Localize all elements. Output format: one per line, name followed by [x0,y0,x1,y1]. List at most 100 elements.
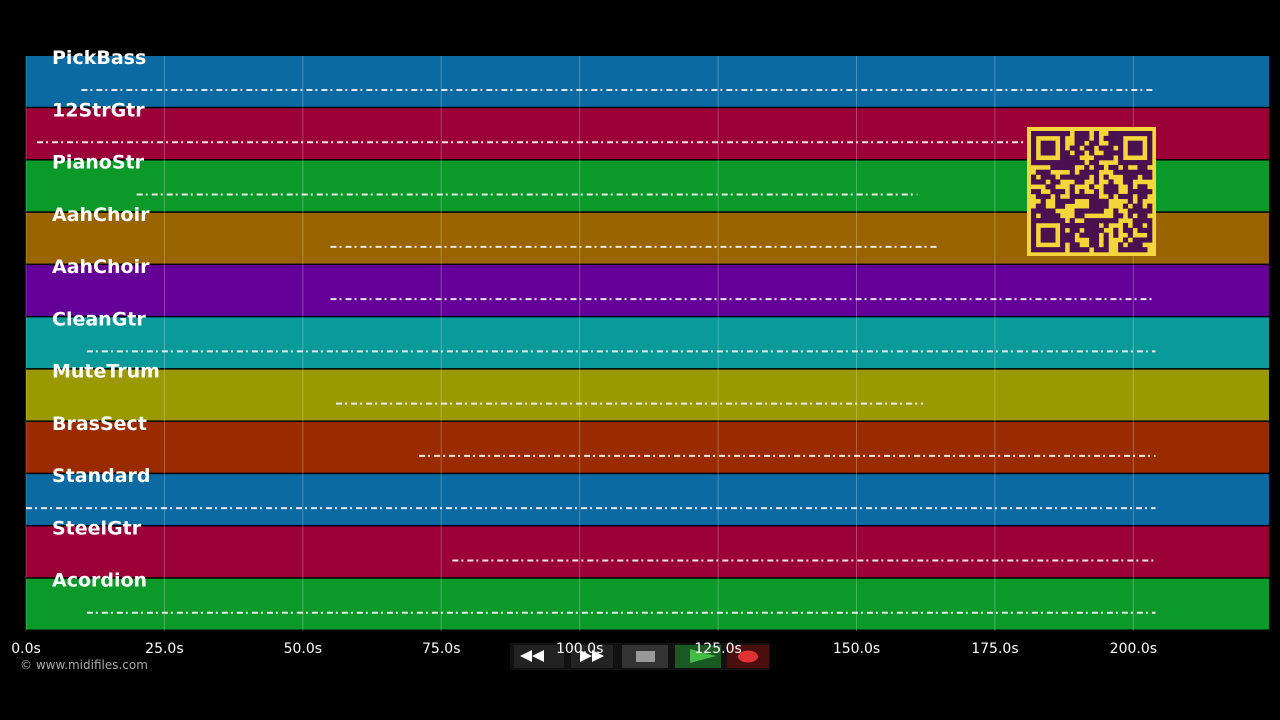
qr-module [1084,222,1090,229]
qr-module [1132,208,1138,214]
track-lane [26,578,1269,630]
play-button[interactable] [675,645,721,668]
qr-module [1064,232,1071,238]
qr-module [1074,160,1080,166]
qr-module [1089,242,1095,248]
qr-module [1122,222,1129,229]
qr-module [1103,155,1109,161]
qr-module [1122,174,1129,180]
qr-module [1074,179,1080,185]
qr-module [1089,232,1095,238]
qr-module [1113,208,1119,214]
qr-module [1108,164,1114,171]
qr-module [1137,222,1143,229]
qr-module [1103,184,1109,190]
qr-module [1064,164,1071,171]
qr-module [1093,193,1100,200]
qr-module [1035,179,1041,185]
qr-module [1060,189,1066,195]
qr-module [1098,198,1104,204]
qr-module [1137,164,1143,171]
qr-module [1035,218,1041,224]
record-button[interactable] [727,645,769,668]
track-name: MuteTrum [52,361,160,383]
qr-module [1035,193,1041,200]
stop-button[interactable] [622,645,668,668]
qr-module [1127,247,1133,253]
qr-module [1093,179,1100,185]
qr-module [1074,174,1080,180]
qr-module [1093,203,1100,209]
qr-module [1055,193,1061,200]
qr-module [1113,189,1119,195]
qr-module [1127,131,1133,137]
qr-module [1108,189,1114,195]
qr-module [1127,208,1133,214]
qr-module [1098,218,1104,224]
qr-module [1060,227,1066,233]
forward-button[interactable] [571,645,613,668]
qr-module [1045,237,1051,243]
qr-module [1127,179,1133,185]
qr-module [1069,189,1075,195]
rewind-button[interactable] [514,645,564,668]
qr-module [1060,174,1066,180]
qr-module [1132,140,1138,146]
qr-module [1074,150,1080,156]
qr-module [1060,232,1066,238]
qr-module [1040,145,1046,151]
qr-module [1064,237,1071,243]
qr-module [1035,247,1041,253]
qr-module [1031,232,1037,238]
track-name: AahChoir [52,204,150,226]
qr-module [1069,237,1075,243]
qr-module [1040,203,1046,209]
qr-module [1040,218,1046,224]
qr-module [1098,203,1104,209]
qr-module [1050,160,1056,166]
qr-module [1045,150,1051,156]
qr-module [1132,218,1138,224]
qr-module [1093,169,1100,175]
qr-module [1031,145,1037,151]
qr-module [1093,131,1100,137]
qr-module [1035,169,1041,175]
qr-module [1142,193,1148,200]
qr-module [1122,247,1129,253]
qr-module [1093,227,1100,233]
qr-module [1089,208,1095,214]
qr-module [1031,247,1037,253]
qr-module [1108,135,1114,141]
qr-module [1031,218,1037,224]
qr-module [1089,237,1095,243]
qr-module [1132,189,1138,195]
qr-module [1108,193,1114,200]
qr-module [1031,179,1037,185]
qr-module [1055,189,1061,195]
qr-module [1113,150,1119,156]
qr-module [1147,203,1153,209]
qr-module [1113,131,1119,137]
qr-module [1074,222,1080,229]
qr-module [1132,222,1138,229]
qr-module [1118,160,1124,166]
qr-module [1137,150,1143,156]
qr-module [1113,169,1119,175]
track-lane [26,421,1269,473]
qr-module [1079,140,1085,146]
credit: © www.midifiles.com [20,658,148,672]
qr-module [1060,247,1066,253]
qr-module [1084,135,1090,141]
qr-module [1137,193,1143,200]
qr-module [1045,174,1051,180]
qr-module [1045,208,1051,214]
qr-module [1055,203,1061,209]
qr-module [1084,145,1090,151]
qr-module [1069,222,1075,229]
qr-module [1060,237,1066,243]
qr-module [1127,213,1133,219]
qr-module [1118,193,1124,200]
qr-module [1118,242,1124,248]
transport-controls [510,643,770,670]
